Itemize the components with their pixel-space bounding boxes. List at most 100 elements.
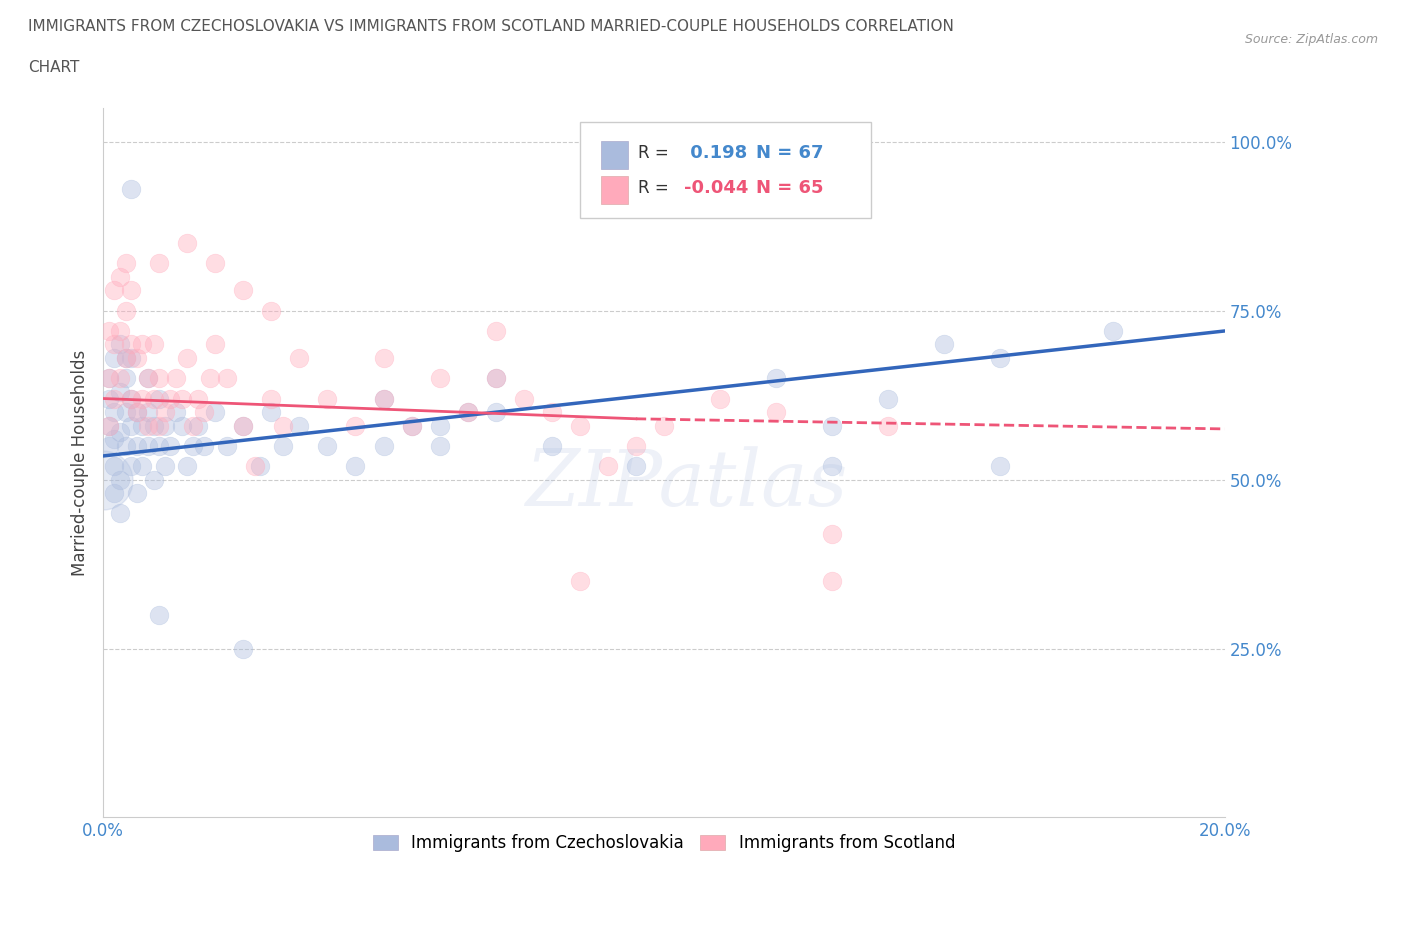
Point — [153, 418, 176, 433]
Point — [193, 438, 215, 453]
Point — [176, 351, 198, 365]
Text: CHART: CHART — [28, 60, 80, 75]
Point — [176, 458, 198, 473]
Point — [148, 256, 170, 271]
Point — [198, 371, 221, 386]
Point — [136, 418, 159, 433]
Point — [91, 472, 114, 487]
Point — [181, 438, 204, 453]
Point — [103, 351, 125, 365]
Point — [120, 337, 142, 352]
Point — [204, 337, 226, 352]
Text: N = 65: N = 65 — [756, 179, 824, 197]
Point — [103, 405, 125, 419]
Point — [568, 574, 591, 589]
Point — [271, 418, 294, 433]
Point — [153, 405, 176, 419]
Text: Source: ZipAtlas.com: Source: ZipAtlas.com — [1244, 33, 1378, 46]
Point — [103, 392, 125, 406]
Point — [142, 418, 165, 433]
Point — [131, 458, 153, 473]
Text: N = 67: N = 67 — [756, 144, 824, 162]
Point — [373, 351, 395, 365]
Point — [316, 438, 339, 453]
Point — [260, 405, 283, 419]
Point — [990, 351, 1012, 365]
Point — [187, 392, 209, 406]
Point — [108, 384, 131, 399]
Point — [821, 458, 844, 473]
Point — [204, 256, 226, 271]
Text: IMMIGRANTS FROM CZECHOSLOVAKIA VS IMMIGRANTS FROM SCOTLAND MARRIED-COUPLE HOUSEH: IMMIGRANTS FROM CZECHOSLOVAKIA VS IMMIGR… — [28, 19, 955, 33]
Point — [103, 485, 125, 500]
Text: 0.198: 0.198 — [685, 144, 748, 162]
Point — [215, 371, 238, 386]
Point — [108, 324, 131, 339]
Point — [821, 574, 844, 589]
Point — [120, 351, 142, 365]
Point — [114, 303, 136, 318]
Point — [485, 324, 508, 339]
Point — [187, 418, 209, 433]
Point — [97, 438, 120, 453]
Point — [142, 337, 165, 352]
Point — [125, 351, 148, 365]
Point — [120, 181, 142, 196]
Point — [429, 371, 451, 386]
Point — [181, 418, 204, 433]
Point — [485, 371, 508, 386]
Point — [243, 458, 266, 473]
Point — [288, 418, 311, 433]
Point — [108, 371, 131, 386]
FancyBboxPatch shape — [602, 176, 628, 205]
Point — [232, 418, 254, 433]
Point — [142, 392, 165, 406]
Point — [373, 392, 395, 406]
Point — [165, 405, 187, 419]
Point — [232, 418, 254, 433]
Point — [457, 405, 479, 419]
Point — [103, 283, 125, 298]
Point — [877, 392, 900, 406]
Point — [204, 405, 226, 419]
Point — [344, 458, 367, 473]
Point — [249, 458, 271, 473]
Point — [114, 405, 136, 419]
Point — [136, 405, 159, 419]
Point — [260, 392, 283, 406]
Point — [97, 392, 120, 406]
Point — [170, 392, 193, 406]
Point — [148, 392, 170, 406]
Y-axis label: Married-couple Households: Married-couple Households — [72, 350, 89, 576]
Point — [821, 418, 844, 433]
Point — [877, 418, 900, 433]
Point — [457, 405, 479, 419]
Point — [153, 458, 176, 473]
Point — [821, 526, 844, 541]
Point — [131, 392, 153, 406]
Text: R =: R = — [638, 144, 669, 162]
Point — [136, 371, 159, 386]
Point — [114, 438, 136, 453]
Point — [170, 418, 193, 433]
Point — [103, 337, 125, 352]
Point — [125, 405, 148, 419]
Point — [624, 458, 647, 473]
Point — [596, 458, 619, 473]
Point — [512, 392, 534, 406]
Point — [108, 425, 131, 440]
Point — [120, 418, 142, 433]
Point — [125, 405, 148, 419]
Point — [429, 438, 451, 453]
Point — [260, 303, 283, 318]
Text: R =: R = — [638, 179, 669, 197]
Point — [103, 432, 125, 446]
Point — [148, 418, 170, 433]
Text: ZIPatlas: ZIPatlas — [526, 445, 848, 522]
Point — [652, 418, 675, 433]
FancyBboxPatch shape — [579, 122, 872, 218]
Point — [114, 371, 136, 386]
Point — [97, 324, 120, 339]
Point — [215, 438, 238, 453]
Point — [120, 392, 142, 406]
